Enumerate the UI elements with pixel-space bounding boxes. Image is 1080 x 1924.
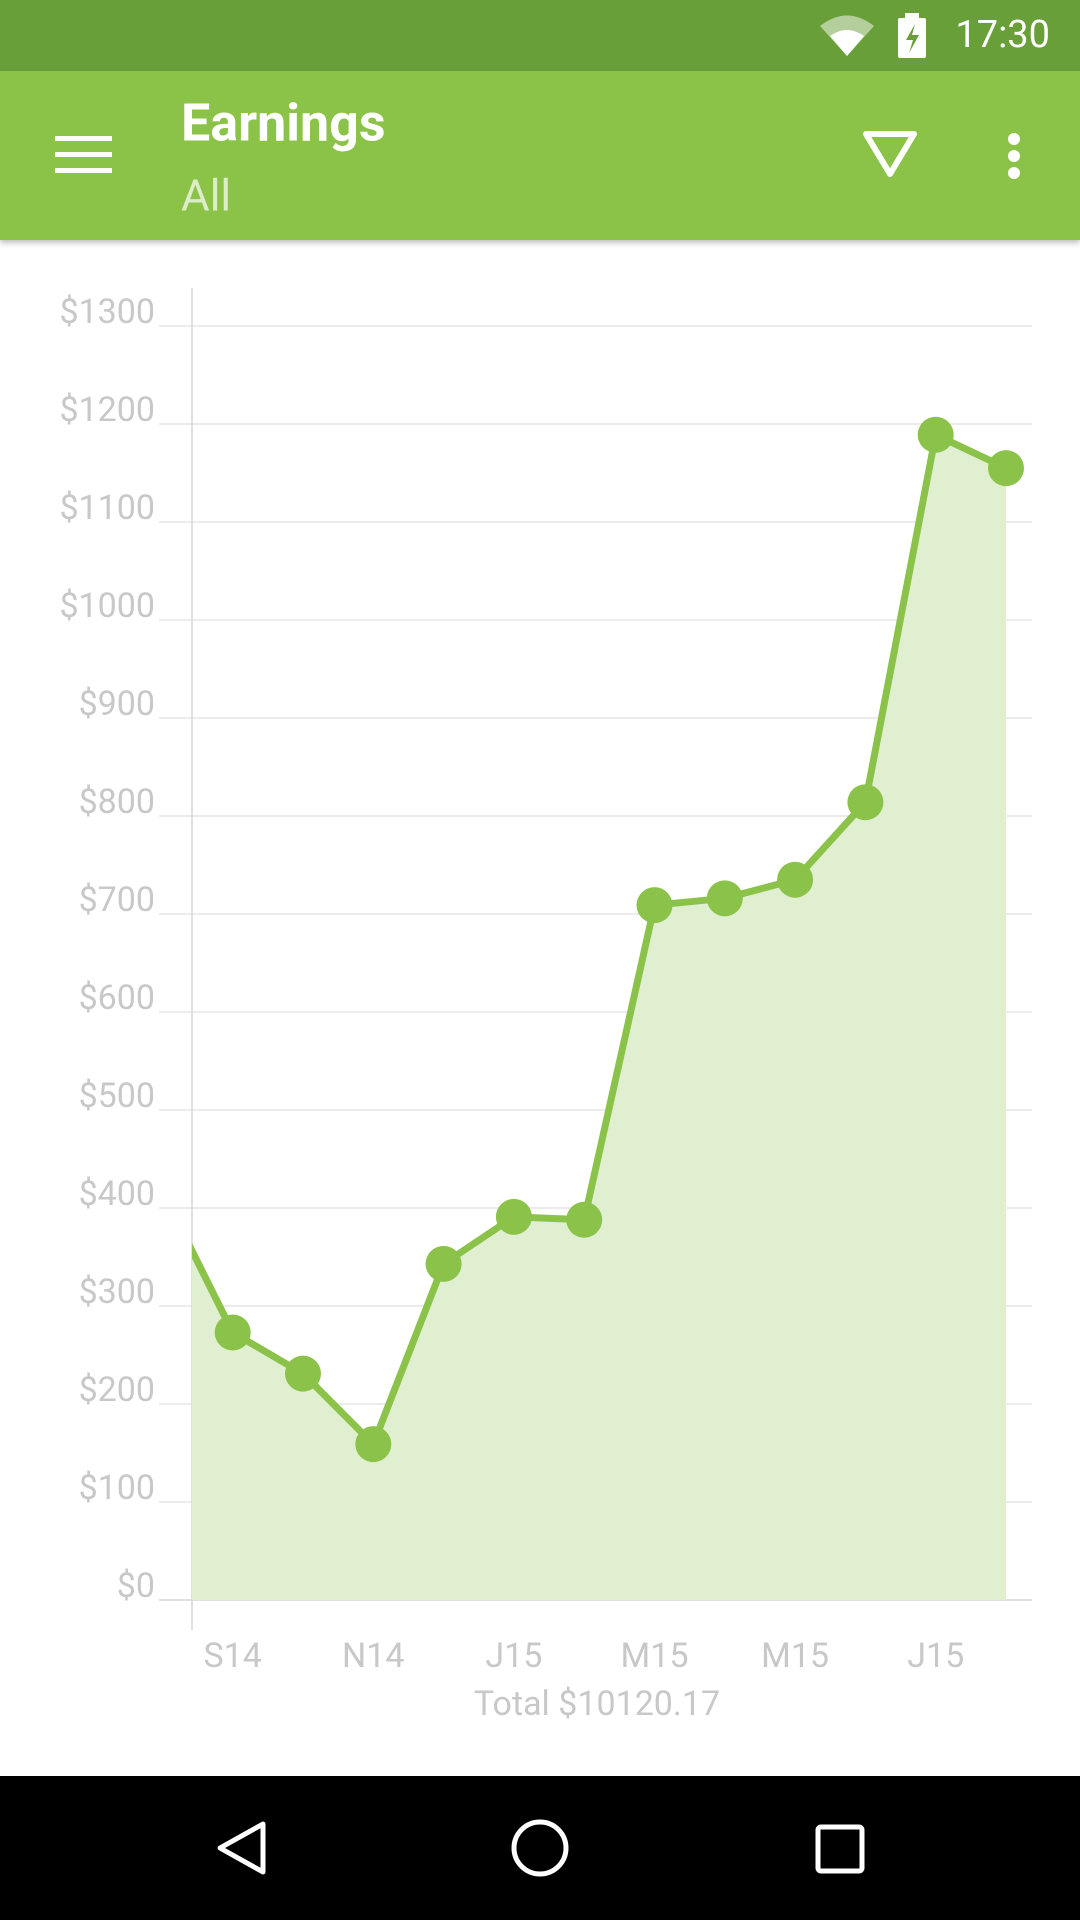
x-tick-label: N14: [342, 1636, 404, 1676]
point: [917, 416, 954, 453]
point: [636, 887, 673, 924]
point: [355, 1426, 392, 1463]
x-tick-label: M15: [761, 1636, 829, 1676]
y-tick-label: $800: [79, 782, 155, 822]
point: [425, 1245, 462, 1282]
point: [988, 450, 1024, 487]
wifi-icon: [820, 15, 874, 56]
back-button[interactable]: [217, 1821, 266, 1875]
y-tick-label: $900: [79, 684, 155, 724]
series: [192, 416, 1024, 1600]
y-tick-label: $1200: [59, 390, 155, 430]
point: [777, 861, 814, 898]
menu-button[interactable]: [55, 136, 112, 173]
chart: $0 $100 $200 $300 $400 $500 $600 $700 $800 $900 $1…: [59, 288, 1032, 1724]
recents-button[interactable]: [815, 1824, 865, 1874]
battery-icon: [898, 13, 926, 58]
point: [495, 1198, 532, 1235]
point: [566, 1201, 603, 1238]
y-tick-label: $600: [79, 978, 155, 1018]
y-tick-label: $100: [79, 1468, 155, 1508]
y-tick-label: $700: [79, 880, 155, 920]
app-bar: [0, 71, 1080, 240]
nav-bar: [0, 1776, 1080, 1920]
clock: 17:30: [955, 13, 1050, 57]
point: [214, 1314, 251, 1351]
x-tick-label: J15: [485, 1636, 542, 1676]
total-label: Total $10120.17: [474, 1684, 720, 1724]
y-tick-label: $300: [79, 1272, 155, 1312]
y-tick-label: $1300: [59, 292, 155, 332]
y-tick-label: $1000: [59, 586, 155, 626]
overflow-menu-button[interactable]: [1008, 133, 1020, 179]
point: [285, 1355, 321, 1392]
x-tick-label: M15: [621, 1636, 689, 1676]
app-subtitle: All: [181, 170, 231, 222]
point: [847, 784, 884, 821]
y-tick-label: $0: [117, 1566, 155, 1606]
filter-button[interactable]: [863, 131, 917, 177]
x-tick-label: S14: [203, 1636, 261, 1676]
app-title: Earnings: [181, 93, 386, 154]
y-tick-label: $400: [79, 1174, 155, 1214]
x-tick-label: J15: [907, 1636, 964, 1676]
y-tick-label: $200: [79, 1370, 155, 1410]
y-tick-label: $1100: [59, 488, 155, 528]
point: [706, 880, 743, 917]
area: [192, 434, 1006, 1600]
home-button[interactable]: [511, 1819, 569, 1877]
y-tick-label: $500: [79, 1076, 155, 1116]
